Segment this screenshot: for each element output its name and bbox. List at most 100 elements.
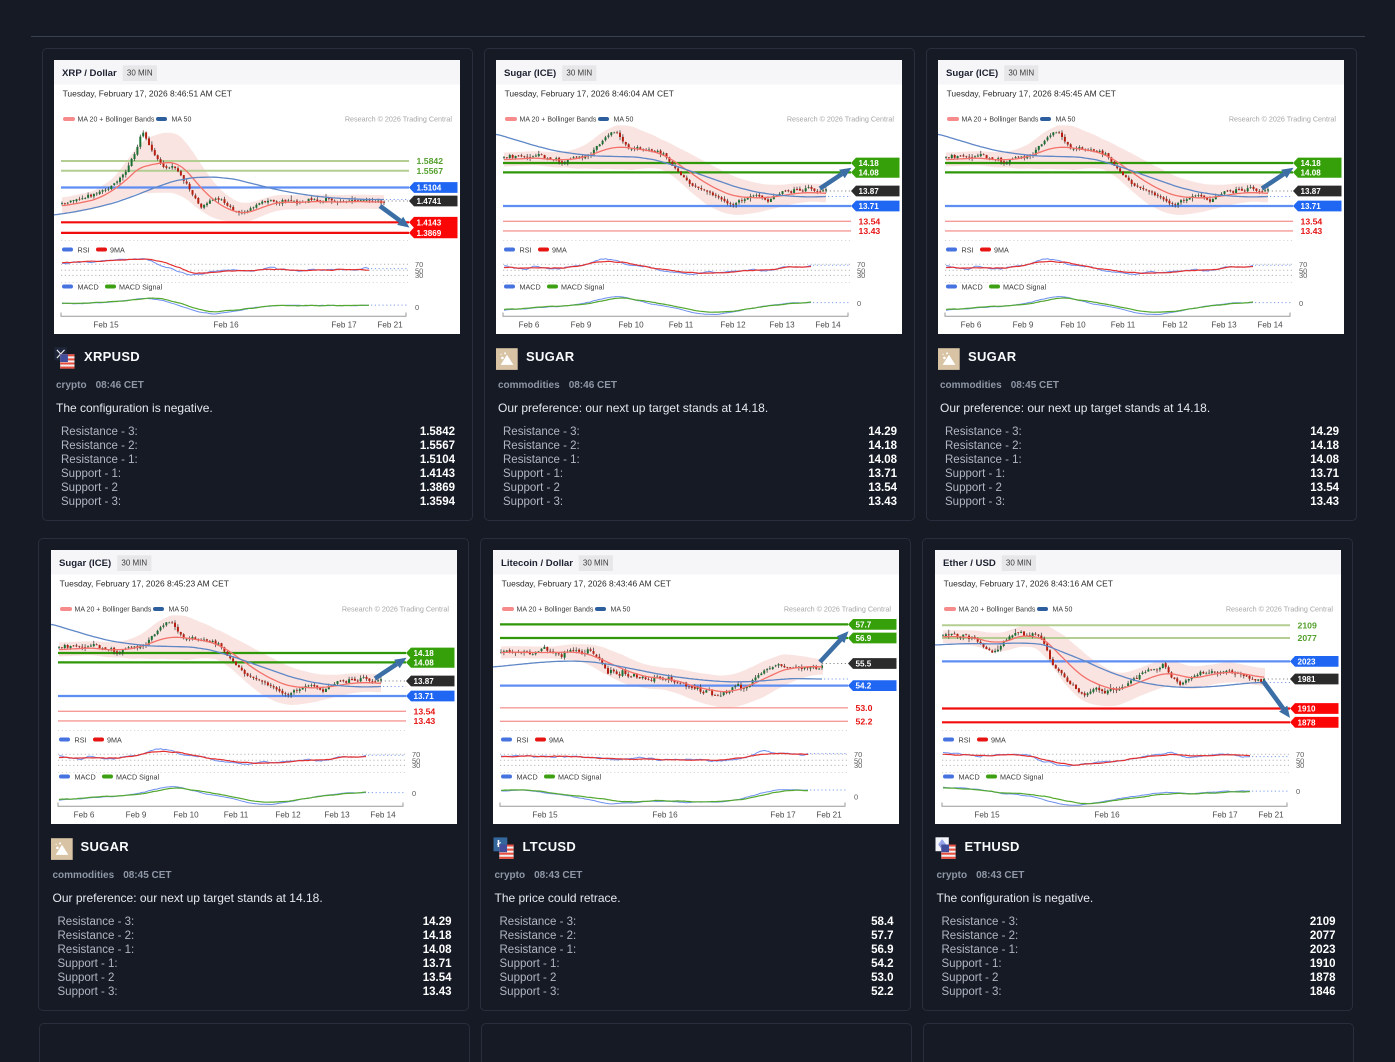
- svg-text:0: 0: [854, 793, 858, 802]
- svg-text:0: 0: [1296, 787, 1300, 796]
- svg-text:MA 20 + Bollinger Bands: MA 20 + Bollinger Bands: [78, 117, 155, 124]
- svg-text:MA 20 + Bollinger Bands: MA 20 + Bollinger Bands: [520, 117, 597, 124]
- svg-text:MACD Signal: MACD Signal: [119, 283, 163, 292]
- svg-text:Feb 13: Feb 13: [1211, 321, 1237, 330]
- svg-text:13.43: 13.43: [1301, 226, 1323, 236]
- svg-text:Feb 6: Feb 6: [961, 321, 982, 330]
- svg-text:Feb 17: Feb 17: [331, 321, 357, 330]
- svg-text:Tuesday, February 17, 2026 8:4: Tuesday, February 17, 2026 8:46:51 AM CE…: [63, 88, 232, 98]
- svg-text:MACD: MACD: [958, 773, 979, 782]
- svg-text:Feb 16: Feb 16: [213, 321, 239, 330]
- svg-text:RSI: RSI: [78, 246, 90, 255]
- svg-text:0: 0: [1299, 299, 1303, 308]
- svg-text:13.43: 13.43: [413, 716, 435, 726]
- svg-text:14.18: 14.18: [1301, 159, 1322, 168]
- svg-text:Feb 9: Feb 9: [1013, 321, 1034, 330]
- svg-text:Research © 2026 Trading Centra: Research © 2026 Trading Central: [1229, 115, 1337, 124]
- svg-text:MA 20 + Bollinger Bands: MA 20 + Bollinger Bands: [958, 607, 1035, 614]
- svg-text:13.71: 13.71: [859, 202, 880, 211]
- svg-text:Sugar (ICE): Sugar (ICE): [946, 68, 998, 79]
- svg-text:2109: 2109: [1297, 620, 1316, 630]
- svg-text:Research © 2026 Trading Centra: Research © 2026 Trading Central: [787, 115, 895, 124]
- svg-text:Feb 6: Feb 6: [519, 321, 540, 330]
- svg-text:MACD Signal: MACD Signal: [558, 773, 602, 782]
- svg-text:50: 50: [412, 756, 420, 765]
- svg-text:9MA: 9MA: [991, 736, 1006, 745]
- svg-text:Ether / USD: Ether / USD: [943, 558, 996, 569]
- svg-text:0: 0: [857, 299, 861, 308]
- svg-text:Feb 12: Feb 12: [720, 321, 746, 330]
- svg-text:Research © 2026 Trading Centra: Research © 2026 Trading Central: [341, 605, 449, 614]
- svg-text:Feb 6: Feb 6: [73, 811, 94, 820]
- svg-text:MACD Signal: MACD Signal: [1000, 773, 1044, 782]
- svg-text:Feb 11: Feb 11: [669, 321, 694, 330]
- svg-text:57.7: 57.7: [855, 620, 871, 629]
- svg-text:Litecoin / Dollar: Litecoin / Dollar: [501, 558, 573, 569]
- svg-text:13.87: 13.87: [413, 677, 434, 686]
- svg-text:MACD: MACD: [516, 773, 537, 782]
- svg-text:MA 20 + Bollinger Bands: MA 20 + Bollinger Bands: [962, 117, 1039, 124]
- svg-text:9MA: 9MA: [549, 736, 564, 745]
- svg-text:56.9: 56.9: [855, 634, 871, 643]
- svg-text:30 MIN: 30 MIN: [582, 558, 608, 567]
- svg-text:13.54: 13.54: [413, 706, 435, 716]
- svg-text:1.5842: 1.5842: [417, 156, 444, 166]
- svg-text:Feb 15: Feb 15: [93, 321, 119, 330]
- svg-text:14.08: 14.08: [413, 658, 434, 667]
- svg-text:30: 30: [854, 761, 862, 770]
- svg-text:1.4143: 1.4143: [417, 218, 442, 227]
- svg-text:70: 70: [1296, 750, 1304, 759]
- svg-text:Feb 10: Feb 10: [1060, 321, 1086, 330]
- svg-text:Feb 12: Feb 12: [275, 811, 301, 820]
- svg-text:Ł: Ł: [496, 838, 503, 850]
- svg-text:Feb 14: Feb 14: [1257, 321, 1283, 330]
- svg-text:1910: 1910: [1297, 705, 1316, 714]
- svg-text:Feb 13: Feb 13: [324, 811, 350, 820]
- svg-text:MACD: MACD: [74, 773, 95, 782]
- svg-text:30 MIN: 30 MIN: [566, 68, 592, 77]
- svg-text:14.18: 14.18: [859, 159, 880, 168]
- svg-text:30: 30: [415, 271, 423, 280]
- svg-text:2077: 2077: [1297, 633, 1316, 643]
- svg-text:2023: 2023: [1297, 657, 1316, 666]
- svg-text:MA 50: MA 50: [168, 607, 188, 614]
- svg-text:54.2: 54.2: [855, 682, 871, 691]
- svg-text:MACD Signal: MACD Signal: [561, 283, 605, 292]
- svg-text:13.71: 13.71: [1301, 202, 1322, 211]
- svg-text:9MA: 9MA: [107, 736, 122, 745]
- svg-text:Research © 2026 Trading Centra: Research © 2026 Trading Central: [1225, 605, 1333, 614]
- svg-text:13.71: 13.71: [413, 692, 434, 701]
- svg-text:MA 20 + Bollinger Bands: MA 20 + Bollinger Bands: [516, 607, 593, 614]
- svg-text:MACD Signal: MACD Signal: [116, 773, 160, 782]
- svg-text:0: 0: [415, 303, 419, 312]
- svg-text:Tuesday, February 17, 2026 8:4: Tuesday, February 17, 2026 8:43:16 AM CE…: [943, 578, 1112, 588]
- svg-text:XRP / Dollar: XRP / Dollar: [62, 68, 117, 79]
- svg-text:50: 50: [857, 266, 865, 275]
- svg-text:Tuesday, February 17, 2026 8:4: Tuesday, February 17, 2026 8:45:45 AM CE…: [947, 88, 1116, 98]
- svg-text:Feb 11: Feb 11: [1111, 321, 1136, 330]
- svg-text:Feb 9: Feb 9: [571, 321, 592, 330]
- svg-text:MACD: MACD: [78, 283, 99, 292]
- svg-text:MA 50: MA 50: [614, 117, 634, 124]
- svg-text:14.08: 14.08: [859, 168, 880, 177]
- svg-text:RSI: RSI: [962, 246, 974, 255]
- svg-text:RSI: RSI: [958, 736, 970, 745]
- svg-text:50: 50: [1299, 266, 1307, 275]
- svg-text:70: 70: [412, 750, 420, 759]
- svg-text:Feb 17: Feb 17: [1212, 811, 1238, 820]
- svg-text:30: 30: [857, 271, 865, 280]
- svg-text:1.3869: 1.3869: [417, 229, 442, 238]
- svg-text:Tuesday, February 17, 2026 8:4: Tuesday, February 17, 2026 8:45:23 AM CE…: [59, 578, 228, 588]
- svg-text:MA 50: MA 50: [1052, 607, 1072, 614]
- svg-text:Feb 21: Feb 21: [377, 321, 403, 330]
- svg-text:30 MIN: 30 MIN: [1005, 558, 1031, 567]
- svg-text:9MA: 9MA: [994, 246, 1009, 255]
- svg-text:Tuesday, February 17, 2026 8:4: Tuesday, February 17, 2026 8:46:04 AM CE…: [505, 88, 674, 98]
- svg-text:30: 30: [1299, 271, 1307, 280]
- svg-text:RSI: RSI: [520, 246, 532, 255]
- svg-text:Feb 15: Feb 15: [532, 811, 558, 820]
- svg-text:1981: 1981: [1297, 675, 1316, 684]
- svg-text:50: 50: [415, 266, 423, 275]
- svg-text:1.5104: 1.5104: [417, 184, 442, 193]
- svg-text:RSI: RSI: [74, 736, 86, 745]
